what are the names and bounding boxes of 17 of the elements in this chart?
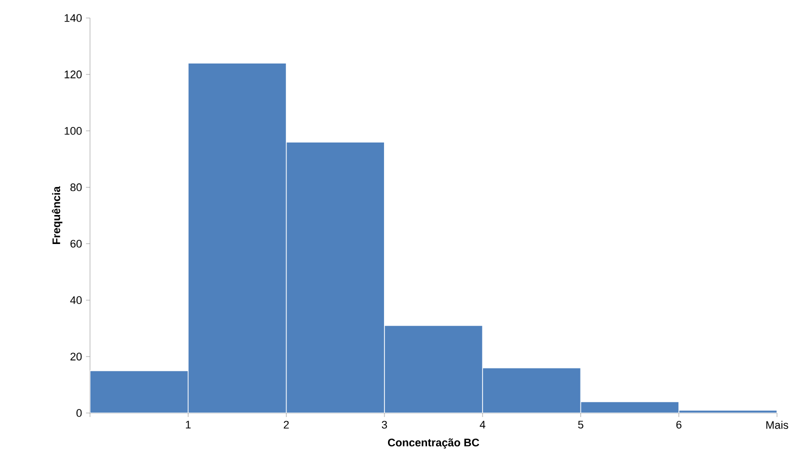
y-tick-label: 120 — [64, 70, 82, 78]
x-tick-label: 1 — [186, 420, 191, 428]
x-tick-label: 6 — [676, 420, 682, 429]
x-tick-label: 3 — [382, 420, 387, 429]
x-tick-label: Mais — [766, 420, 788, 429]
x-tick-label: 4 — [480, 420, 486, 428]
y-tick-label: 0 — [76, 409, 82, 417]
y-axis-title: Frequência — [52, 186, 62, 244]
x-axis-title: Concentração BC — [388, 438, 480, 449]
y-tick-label: 20 — [70, 352, 82, 360]
x-tick-label: 2 — [284, 420, 289, 429]
y-tick-label: 40 — [70, 296, 82, 304]
y-tick-label: 140 — [64, 14, 82, 22]
x-tick-label: 5 — [578, 420, 584, 428]
y-tick-label: 100 — [64, 126, 82, 135]
y-tick-label: 80 — [70, 183, 82, 192]
y-tick-label: 60 — [70, 240, 82, 248]
